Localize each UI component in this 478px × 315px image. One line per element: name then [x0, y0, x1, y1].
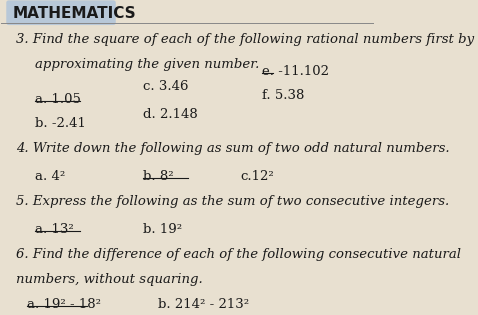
Text: c. 3.46: c. 3.46 — [143, 80, 188, 93]
Text: c.12²: c.12² — [240, 170, 274, 183]
Text: a. 1.05: a. 1.05 — [35, 93, 81, 106]
Text: d. 2.148: d. 2.148 — [143, 108, 198, 121]
Text: 4. Write down the following as sum of two odd natural numbers.: 4. Write down the following as sum of tw… — [16, 142, 450, 155]
Text: a. 19² - 18²: a. 19² - 18² — [27, 298, 101, 311]
Text: 3. Find the square of each of the following rational numbers first by: 3. Find the square of each of the follow… — [16, 33, 475, 46]
Text: MATHEMATICS: MATHEMATICS — [12, 6, 136, 21]
Text: a. 4²: a. 4² — [35, 170, 65, 183]
Text: b. 19²: b. 19² — [143, 223, 182, 236]
Text: b. 8²: b. 8² — [143, 170, 174, 183]
Text: e. -11.102: e. -11.102 — [262, 65, 329, 77]
Text: approximating the given number.: approximating the given number. — [35, 58, 259, 71]
Text: f. 5.38: f. 5.38 — [262, 89, 304, 102]
Text: 5. Express the following as the sum of two consecutive integers.: 5. Express the following as the sum of t… — [16, 195, 449, 208]
Text: 6. Find the difference of each of the following consecutive natural: 6. Find the difference of each of the fo… — [16, 248, 461, 261]
Text: numbers, without squaring.: numbers, without squaring. — [16, 273, 203, 286]
Text: b. -2.41: b. -2.41 — [35, 117, 86, 130]
FancyBboxPatch shape — [7, 1, 115, 24]
Text: b. 214² - 213²: b. 214² - 213² — [158, 298, 249, 311]
Text: a. 13²: a. 13² — [35, 223, 74, 236]
